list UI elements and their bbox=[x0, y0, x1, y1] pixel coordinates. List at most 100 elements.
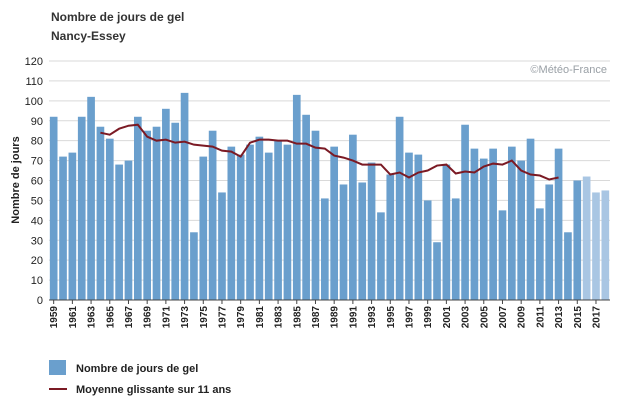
x-tick-label: 2009 bbox=[517, 306, 528, 329]
bar bbox=[358, 182, 367, 300]
bar bbox=[367, 162, 376, 300]
bar bbox=[152, 126, 161, 300]
bar bbox=[96, 126, 105, 300]
bar bbox=[190, 232, 198, 300]
bar bbox=[414, 154, 423, 300]
bar bbox=[395, 116, 404, 301]
bar bbox=[162, 108, 170, 300]
bar bbox=[545, 184, 554, 300]
x-tick-label: 1989 bbox=[330, 306, 341, 329]
legend-label-line: Moyenne glissante sur 11 ans bbox=[76, 384, 231, 396]
bar bbox=[171, 122, 180, 301]
y-axis-label: Nombre de jours bbox=[10, 136, 22, 223]
x-tick-label: 1977 bbox=[217, 306, 228, 329]
x-tick-label: 2001 bbox=[442, 306, 453, 329]
x-axis-ticks: 1959 1961 1963 1965 1967 1969 1971 1973 1975 1977… bbox=[49, 300, 602, 328]
x-tick-label: 2013 bbox=[554, 306, 565, 329]
x-tick-label: 1967 bbox=[124, 306, 135, 329]
bar bbox=[292, 94, 301, 300]
x-tick-label: 1959 bbox=[49, 306, 60, 329]
bar bbox=[208, 130, 217, 300]
bar bbox=[77, 116, 86, 301]
x-tick-label: 1997 bbox=[404, 306, 415, 329]
bar bbox=[386, 174, 395, 300]
bar bbox=[49, 116, 58, 301]
x-tick-label: 2007 bbox=[498, 306, 509, 329]
x-tick-label: 1995 bbox=[386, 306, 397, 329]
bar bbox=[489, 148, 497, 300]
y-tick-label: 0 bbox=[37, 295, 43, 307]
bar bbox=[554, 148, 563, 300]
bar bbox=[180, 92, 189, 301]
y-tick-label: 120 bbox=[25, 56, 43, 68]
bar bbox=[536, 208, 544, 300]
bar bbox=[479, 158, 488, 300]
bar bbox=[115, 164, 123, 300]
x-tick-label: 2015 bbox=[573, 306, 584, 329]
x-tick-label: 2003 bbox=[461, 306, 472, 329]
y-tick-label: 50 bbox=[31, 195, 43, 207]
x-tick-label: 1993 bbox=[367, 306, 378, 329]
y-tick-label: 100 bbox=[25, 96, 43, 108]
bar bbox=[349, 134, 357, 300]
x-tick-label: 1971 bbox=[161, 306, 172, 329]
moving-average-line bbox=[100, 123, 559, 181]
bar bbox=[68, 152, 77, 300]
x-tick-label: 1999 bbox=[423, 306, 434, 329]
bar bbox=[236, 154, 245, 300]
bar bbox=[264, 152, 273, 300]
legend-label-bars: Nombre de jours de gel bbox=[76, 363, 198, 375]
bar bbox=[461, 124, 469, 300]
bar bbox=[592, 192, 600, 300]
chart-subtitle: Nancy-Essey bbox=[51, 29, 126, 43]
x-tick-label: 1981 bbox=[255, 306, 266, 329]
x-tick-label: 1965 bbox=[105, 306, 116, 329]
bar bbox=[405, 152, 413, 300]
x-tick-label: 1979 bbox=[236, 306, 247, 329]
bar bbox=[302, 114, 310, 300]
x-tick-label: 2017 bbox=[591, 306, 602, 329]
x-tick-label: 1973 bbox=[180, 306, 191, 329]
x-tick-label: 1987 bbox=[311, 306, 322, 329]
bar bbox=[433, 242, 441, 300]
bar bbox=[227, 146, 236, 300]
bar bbox=[255, 136, 264, 300]
x-tick-label: 2011 bbox=[535, 306, 546, 328]
bar bbox=[564, 232, 572, 300]
bar bbox=[283, 144, 292, 300]
x-tick-label: 2005 bbox=[479, 306, 490, 329]
chart-title: Nombre de jours de gel bbox=[51, 10, 184, 24]
bar bbox=[143, 130, 152, 300]
legend: Nombre de jours de gel Moyenne glissante… bbox=[49, 360, 231, 396]
bar bbox=[526, 138, 535, 300]
bar bbox=[218, 192, 226, 300]
y-tick-label: 90 bbox=[31, 116, 43, 128]
y-tick-label: 30 bbox=[31, 235, 43, 247]
bar bbox=[246, 144, 254, 300]
y-tick-label: 60 bbox=[31, 176, 43, 188]
x-tick-label: 1991 bbox=[348, 306, 359, 329]
bar bbox=[330, 146, 339, 300]
bar bbox=[124, 160, 133, 300]
y-tick-label: 40 bbox=[31, 215, 43, 227]
bar bbox=[274, 140, 282, 300]
bar bbox=[87, 96, 95, 300]
bar bbox=[311, 130, 320, 300]
y-tick-label: 110 bbox=[25, 76, 43, 88]
y-tick-label: 70 bbox=[31, 156, 43, 168]
bar bbox=[470, 148, 479, 300]
bar bbox=[133, 116, 142, 301]
legend-swatch-bars bbox=[49, 360, 66, 375]
x-tick-label: 1985 bbox=[292, 306, 303, 329]
bar bbox=[442, 164, 451, 300]
bar bbox=[517, 160, 526, 300]
x-tick-label: 1983 bbox=[274, 306, 285, 329]
bar bbox=[199, 156, 208, 300]
bar bbox=[573, 180, 582, 300]
bar bbox=[507, 146, 516, 300]
y-axis-ticks: 0 10 20 30 40 50 60 70 80 90 100 110 120 bbox=[25, 56, 43, 307]
watermark: ©Météo-France bbox=[530, 64, 607, 76]
y-tick-label: 20 bbox=[31, 255, 43, 267]
bar bbox=[451, 198, 460, 300]
